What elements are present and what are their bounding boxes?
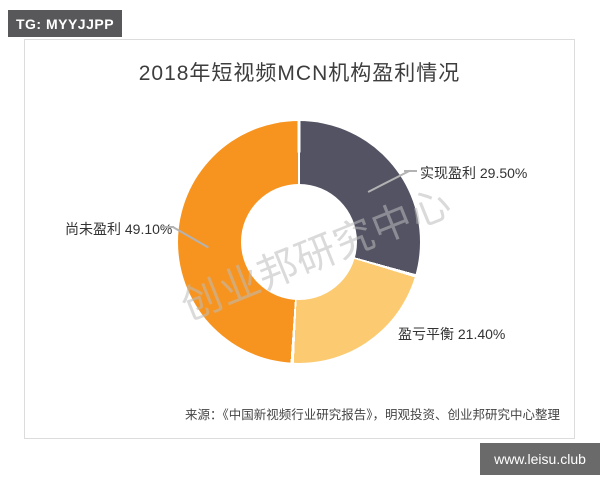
- site-url-badge: www.leisu.club: [480, 443, 600, 475]
- chart-title: 2018年短视频MCN机构盈利情况: [138, 62, 461, 85]
- donut-hole: [241, 184, 357, 300]
- leader-line-loss-horizontal: [162, 226, 174, 228]
- donut-chart: [178, 121, 420, 363]
- label-segment-profit: 实现盈利 29.50%: [420, 165, 528, 181]
- tg-channel-badge: TG: MYYJJPP: [8, 10, 122, 37]
- label-segment-breakeven: 盈亏平衡 21.40%: [398, 326, 506, 342]
- label-segment-loss: 尚未盈利 49.10%: [65, 221, 173, 237]
- source-attribution: 来源：《中国新视频行业研究报告》，明观投资、创业邦研究中心整理: [184, 408, 560, 422]
- tg-channel-badge-label: TG: MYYJJPP: [15, 15, 115, 32]
- site-url-badge-label: www.leisu.club: [494, 451, 586, 467]
- leader-line-profit-horizontal: [404, 170, 417, 172]
